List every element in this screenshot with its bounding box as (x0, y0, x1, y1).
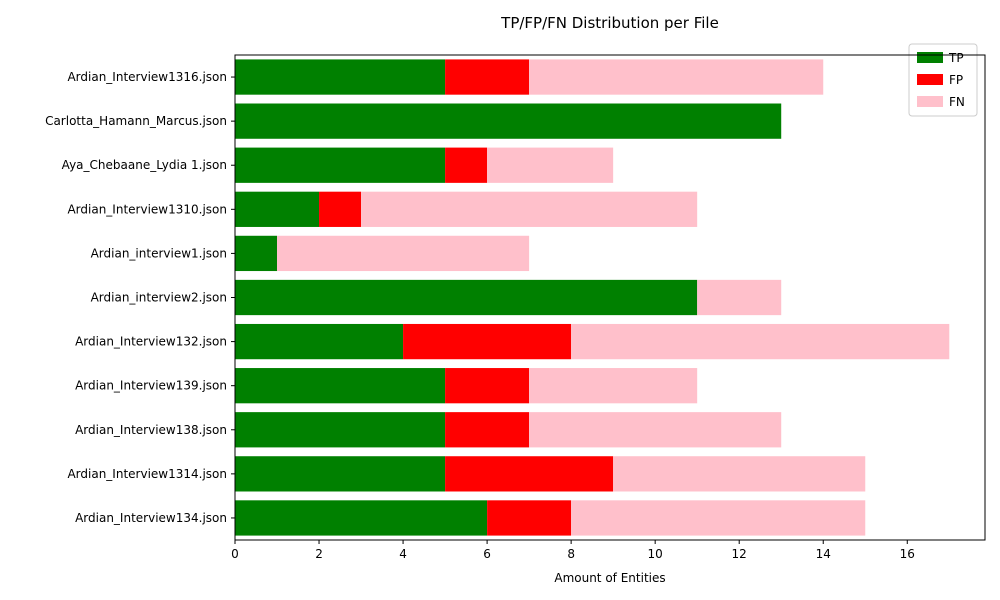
y-tick-label: Ardian_Interview134.json (75, 511, 227, 525)
bar-fn (571, 500, 866, 536)
bar-tp (235, 368, 446, 404)
x-tick-label: 14 (816, 547, 831, 561)
bar-fn (697, 279, 782, 316)
bar-tp (235, 323, 404, 360)
bar-tp (235, 191, 320, 227)
plot-area (235, 59, 950, 536)
bar-tp (235, 500, 488, 536)
bar-tp (235, 103, 782, 139)
legend-label: FP (949, 73, 963, 87)
legend-swatch-fp (917, 74, 943, 85)
bar-tp (235, 235, 278, 272)
legend-swatch-tp (917, 52, 943, 63)
bar-fn (487, 147, 614, 183)
y-tick-label: Ardian_Interview1310.json (67, 202, 227, 216)
bar-tp (235, 279, 698, 316)
chart-title: TP/FP/FN Distribution per File (500, 14, 719, 32)
x-tick-label: 6 (483, 547, 491, 561)
bar-fp (403, 323, 572, 360)
x-tick-label: 10 (648, 547, 663, 561)
y-tick-label: Ardian_Interview132.json (75, 335, 227, 349)
bar-fn (571, 323, 950, 360)
x-tick-label: 0 (231, 547, 239, 561)
x-tick-label: 12 (732, 547, 747, 561)
bar-fn (529, 412, 782, 448)
y-tick-label: Aya_Chebaane_Lydia 1.json (62, 158, 227, 172)
plot-frame (234, 54, 986, 541)
bar-fp (445, 147, 488, 183)
bar-fp (445, 456, 614, 492)
y-tick-label: Ardian_Interview1316.json (67, 70, 227, 84)
y-tick-label: Ardian_Interview138.json (75, 423, 227, 437)
legend-label: TP (948, 51, 964, 65)
bar-fn (277, 235, 530, 272)
y-tick-label: Carlotta_Hamann_Marcus.json (45, 114, 227, 128)
y-tick-label: Ardian_Interview139.json (75, 379, 227, 393)
legend-swatch-fn (917, 96, 943, 107)
y-tick-label: Ardian_interview2.json (91, 291, 227, 305)
legend-label: FN (949, 95, 965, 109)
y-tick-label: Ardian_Interview1314.json (67, 467, 227, 481)
bar-fp (319, 191, 362, 227)
bar-fp (445, 412, 530, 448)
y-tick-label: Ardian_interview1.json (91, 246, 227, 260)
bar-fp (445, 368, 530, 404)
y-tick-labels: Ardian_Interview1316.json Carlotta_Hamann… (45, 70, 235, 525)
bar-fn (529, 368, 698, 404)
x-axis-title: Amount of Entities (554, 571, 665, 585)
x-tick-label: 2 (315, 547, 323, 561)
x-axis: 0 2 4 6 8 10 12 14 16 (231, 540, 915, 561)
x-tick-label: 8 (567, 547, 575, 561)
bar-tp (235, 412, 446, 448)
bar-fn (361, 191, 698, 227)
bar-tp (235, 456, 446, 492)
bar-fp (487, 500, 572, 536)
x-tick-label: 4 (399, 547, 407, 561)
bar-tp (235, 59, 446, 95)
bar-fn (613, 456, 866, 492)
x-tick-label: 16 (900, 547, 915, 561)
bar-fp (445, 59, 530, 95)
bar-tp (235, 147, 446, 183)
bar-fn (529, 59, 824, 95)
